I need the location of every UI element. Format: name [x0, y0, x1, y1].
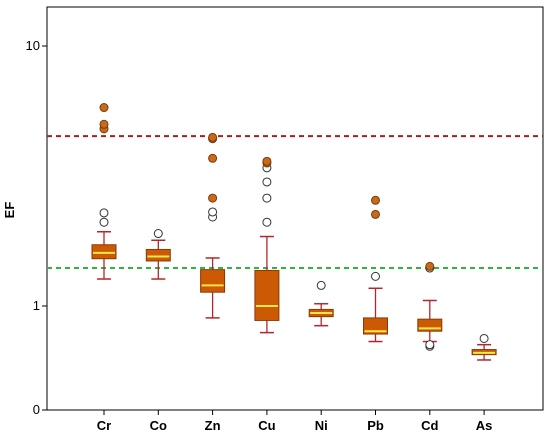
outlier-point — [262, 217, 272, 227]
box-pb — [363, 287, 388, 343]
outlier-point — [316, 280, 326, 290]
outlier-point — [99, 217, 109, 227]
extreme-point — [208, 132, 218, 142]
box-cr — [91, 231, 117, 280]
reference-lines — [47, 135, 543, 270]
extreme-point — [262, 156, 272, 166]
box-cu — [254, 235, 280, 334]
iqr-box — [363, 317, 388, 335]
x-tick-label: Cu — [258, 418, 275, 433]
outlier-point — [262, 193, 272, 203]
outlier-point — [99, 208, 109, 218]
outlier-points — [99, 103, 489, 351]
iqr-box — [200, 269, 226, 293]
x-tick-label: As — [476, 418, 493, 433]
outlier-point — [371, 271, 380, 281]
outlier-point — [425, 340, 435, 350]
plot-frame — [46, 6, 544, 411]
extreme-point — [99, 119, 109, 129]
x-tick-label: Ni — [315, 418, 328, 433]
y-tick-label: 0 — [33, 402, 40, 417]
box-co — [145, 239, 171, 280]
extreme-point — [371, 209, 380, 219]
x-tick-label: Zn — [205, 418, 221, 433]
outlier-point — [208, 207, 218, 217]
extreme-point — [371, 195, 380, 205]
iqr-box — [254, 269, 280, 321]
box-ni — [308, 303, 334, 327]
box-zn — [200, 257, 226, 319]
iqr-box — [91, 244, 117, 260]
x-axis: Cr Co Zn Cu Ni Pb Cd As — [97, 410, 493, 433]
x-tick-label: Pb — [367, 418, 384, 433]
x-tick-label: Cr — [97, 418, 111, 433]
outlier-point — [153, 229, 163, 239]
extreme-point — [208, 193, 218, 203]
box-cd — [417, 299, 443, 343]
y-axis-label: EF — [2, 202, 17, 219]
extreme-point — [208, 153, 218, 163]
y-axis: 0 1 10 — [26, 38, 47, 417]
extreme-point — [99, 103, 109, 113]
outlier-point — [262, 177, 272, 187]
x-tick-label: Cd — [421, 418, 438, 433]
x-tick-label: Co — [150, 418, 167, 433]
boxes — [91, 231, 497, 361]
iqr-box — [145, 248, 171, 262]
box-as — [471, 343, 497, 361]
outlier-point — [479, 333, 489, 343]
y-tick-label: 1 — [33, 298, 40, 313]
y-tick-label: 10 — [26, 38, 40, 53]
extreme-point — [425, 261, 435, 271]
